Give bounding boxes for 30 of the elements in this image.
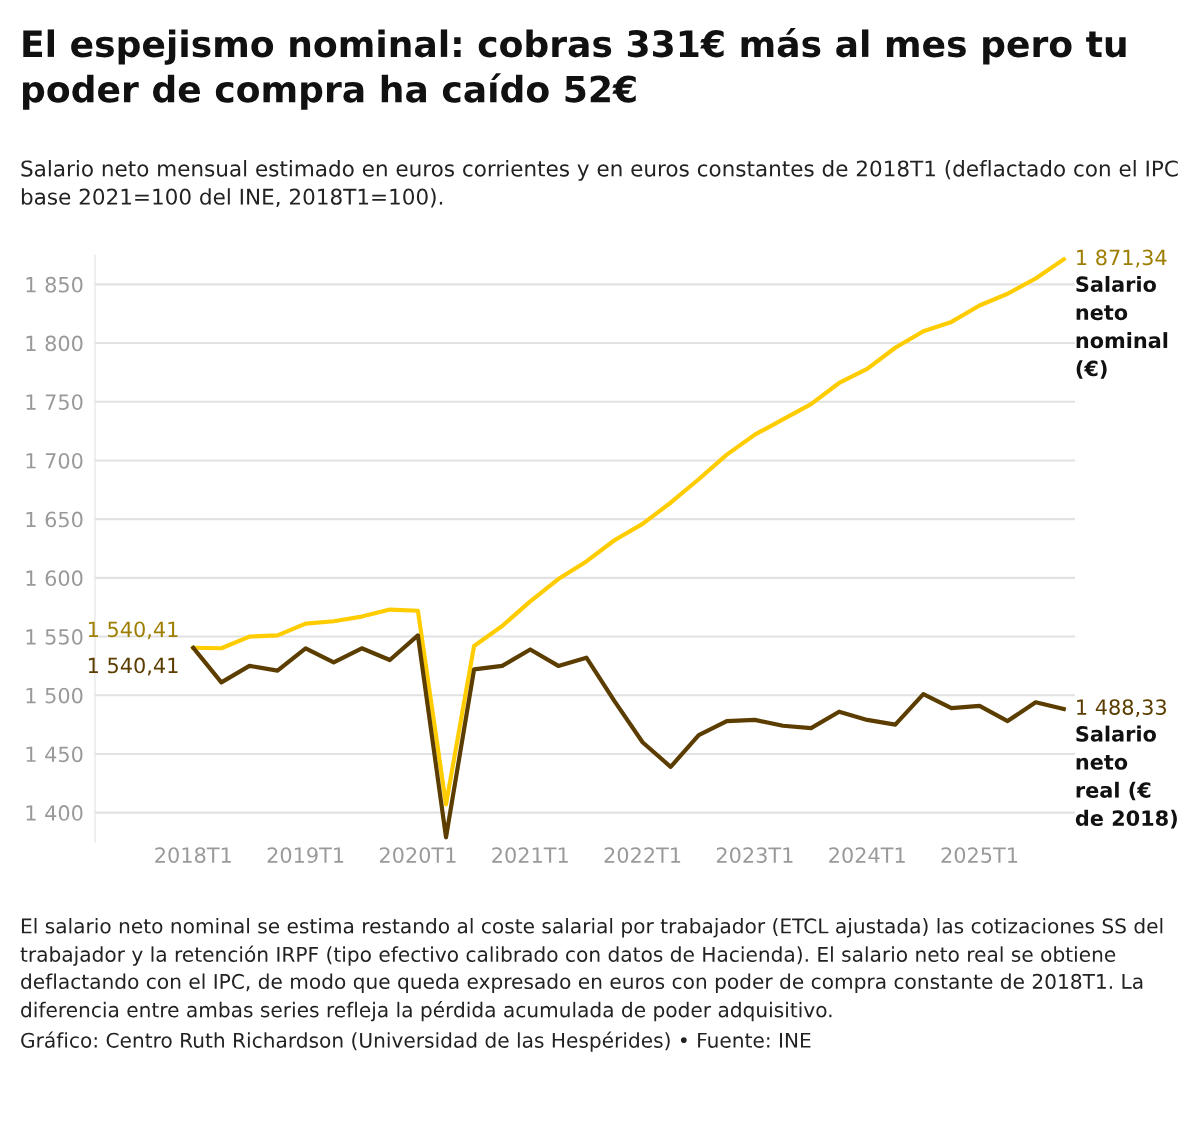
y-tick-label: 1 600	[26, 570, 83, 587]
series-label: Salario neto real (€ de 2018)	[1075, 725, 1177, 829]
line-series	[191, 633, 1066, 840]
y-tick-label: 1 450	[26, 746, 83, 763]
x-tick-label: 2022T1	[604, 847, 681, 863]
data-label: 1 488,33	[1077, 699, 1166, 718]
x-tick-label: 2020T1	[379, 847, 456, 863]
y-tick-label: 1 500	[26, 687, 83, 704]
x-tick-label: 2023T1	[716, 847, 793, 863]
data-label: 1 540,41	[88, 657, 178, 676]
y-tick-label: 1 650	[26, 511, 83, 528]
line-series	[191, 257, 1066, 807]
text: Gráfico: Centro Ruth Richardson (Universidad de las Hespérides) • Fuente: INE	[21, 1031, 811, 1052]
x-tick-label: 2019T1	[267, 847, 344, 863]
data-label: 1 871,34	[1077, 249, 1167, 268]
y-tick-label: 1 400	[26, 805, 83, 821]
y-tick-label: 1 850	[26, 276, 83, 293]
x-tick-label: 2024T1	[829, 847, 905, 863]
y-tick-label: 1 800	[26, 335, 83, 352]
y-tick-label: 1 550	[26, 629, 83, 645]
x-tick-label: 2025T1	[941, 847, 1018, 863]
y-tick-label: 1 700	[26, 452, 83, 469]
series-label: Salario neto nominal (€)	[1076, 275, 1168, 379]
x-tick-label: 2021T1	[492, 847, 568, 863]
data-label: 1 540,41	[88, 621, 178, 640]
chart-subtitle: Salario neto mensual estimado en euros corrientes y en euros constantes de 2018T1 (deflactado con el IPC base 2021=100 del INE, 2018T1=100).	[21, 160, 1178, 208]
x-tick-label: 2018T1	[155, 847, 231, 863]
y-tick-label: 1 750	[26, 394, 83, 410]
text: El salario neto nominal se estima restando al coste salarial por trabajador (ETCL ajustada) las cotizaciones SS del trabajador y la retención IRPF (tipo efectivo calibrado con datos de Hacienda). El salario neto real se obtiene deflactando con el IPC, de modo que queda expresado en euros con poder de compra constante de 2018T1. La diferencia entre ambas series refleja la pérdida acumulada de poder adquisitivo.	[20, 918, 1163, 1022]
chart-title: El espejismo nominal: cobras 331€ más al mes pero tu poder de compra ha caído 52€	[23, 28, 1126, 110]
